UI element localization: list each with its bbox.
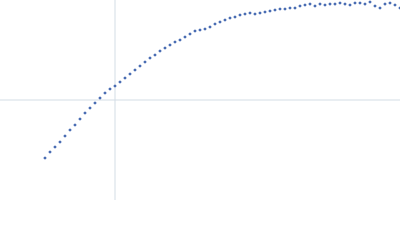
point: [303, 3, 307, 7]
point: [188, 32, 192, 36]
point: [73, 123, 77, 127]
point: [158, 49, 162, 53]
point: [228, 16, 232, 20]
point: [368, 0, 372, 4]
point: [238, 13, 242, 17]
point: [103, 91, 107, 95]
point: [328, 2, 332, 6]
point: [213, 22, 217, 26]
point: [393, 3, 397, 7]
point: [193, 29, 197, 33]
point: [283, 7, 287, 11]
point: [308, 2, 312, 6]
point: [388, 1, 392, 5]
point: [208, 25, 212, 29]
point: [383, 2, 387, 6]
point: [313, 4, 317, 8]
point: [353, 1, 357, 5]
point: [323, 3, 327, 7]
point: [268, 9, 272, 13]
point: [273, 8, 277, 12]
point: [318, 2, 322, 6]
point: [258, 11, 262, 15]
point: [348, 3, 352, 7]
point: [233, 15, 237, 19]
point: [148, 56, 152, 60]
point: [253, 12, 257, 16]
point: [118, 80, 122, 84]
point: [98, 96, 102, 100]
point: [288, 6, 292, 10]
point: [153, 53, 157, 57]
point: [218, 20, 222, 24]
point: [53, 145, 57, 149]
point: [68, 128, 72, 132]
point: [338, 1, 342, 5]
point: [343, 2, 347, 6]
point: [243, 12, 247, 16]
point: [203, 27, 207, 31]
point: [83, 111, 87, 115]
point: [88, 106, 92, 110]
point: [363, 2, 367, 6]
point: [333, 2, 337, 6]
point: [78, 117, 82, 121]
point: [43, 156, 47, 160]
point: [358, 1, 362, 5]
point: [263, 10, 267, 14]
point: [133, 68, 137, 72]
point: [198, 28, 202, 32]
point: [138, 64, 142, 68]
point: [128, 72, 132, 76]
point: [58, 140, 62, 144]
point: [183, 35, 187, 39]
point: [173, 40, 177, 44]
point: [113, 84, 117, 88]
point: [93, 101, 97, 105]
point: [178, 38, 182, 42]
point: [108, 87, 112, 91]
point: [143, 60, 147, 64]
point: [248, 11, 252, 15]
point: [48, 150, 52, 154]
point: [293, 6, 297, 10]
point: [378, 6, 382, 10]
point: [278, 7, 282, 11]
point: [223, 18, 227, 22]
point: [168, 43, 172, 47]
point: [123, 76, 127, 80]
chart: [0, 0, 400, 200]
point: [298, 4, 302, 8]
point: [373, 4, 377, 8]
point: [163, 46, 167, 50]
point: [63, 134, 67, 138]
